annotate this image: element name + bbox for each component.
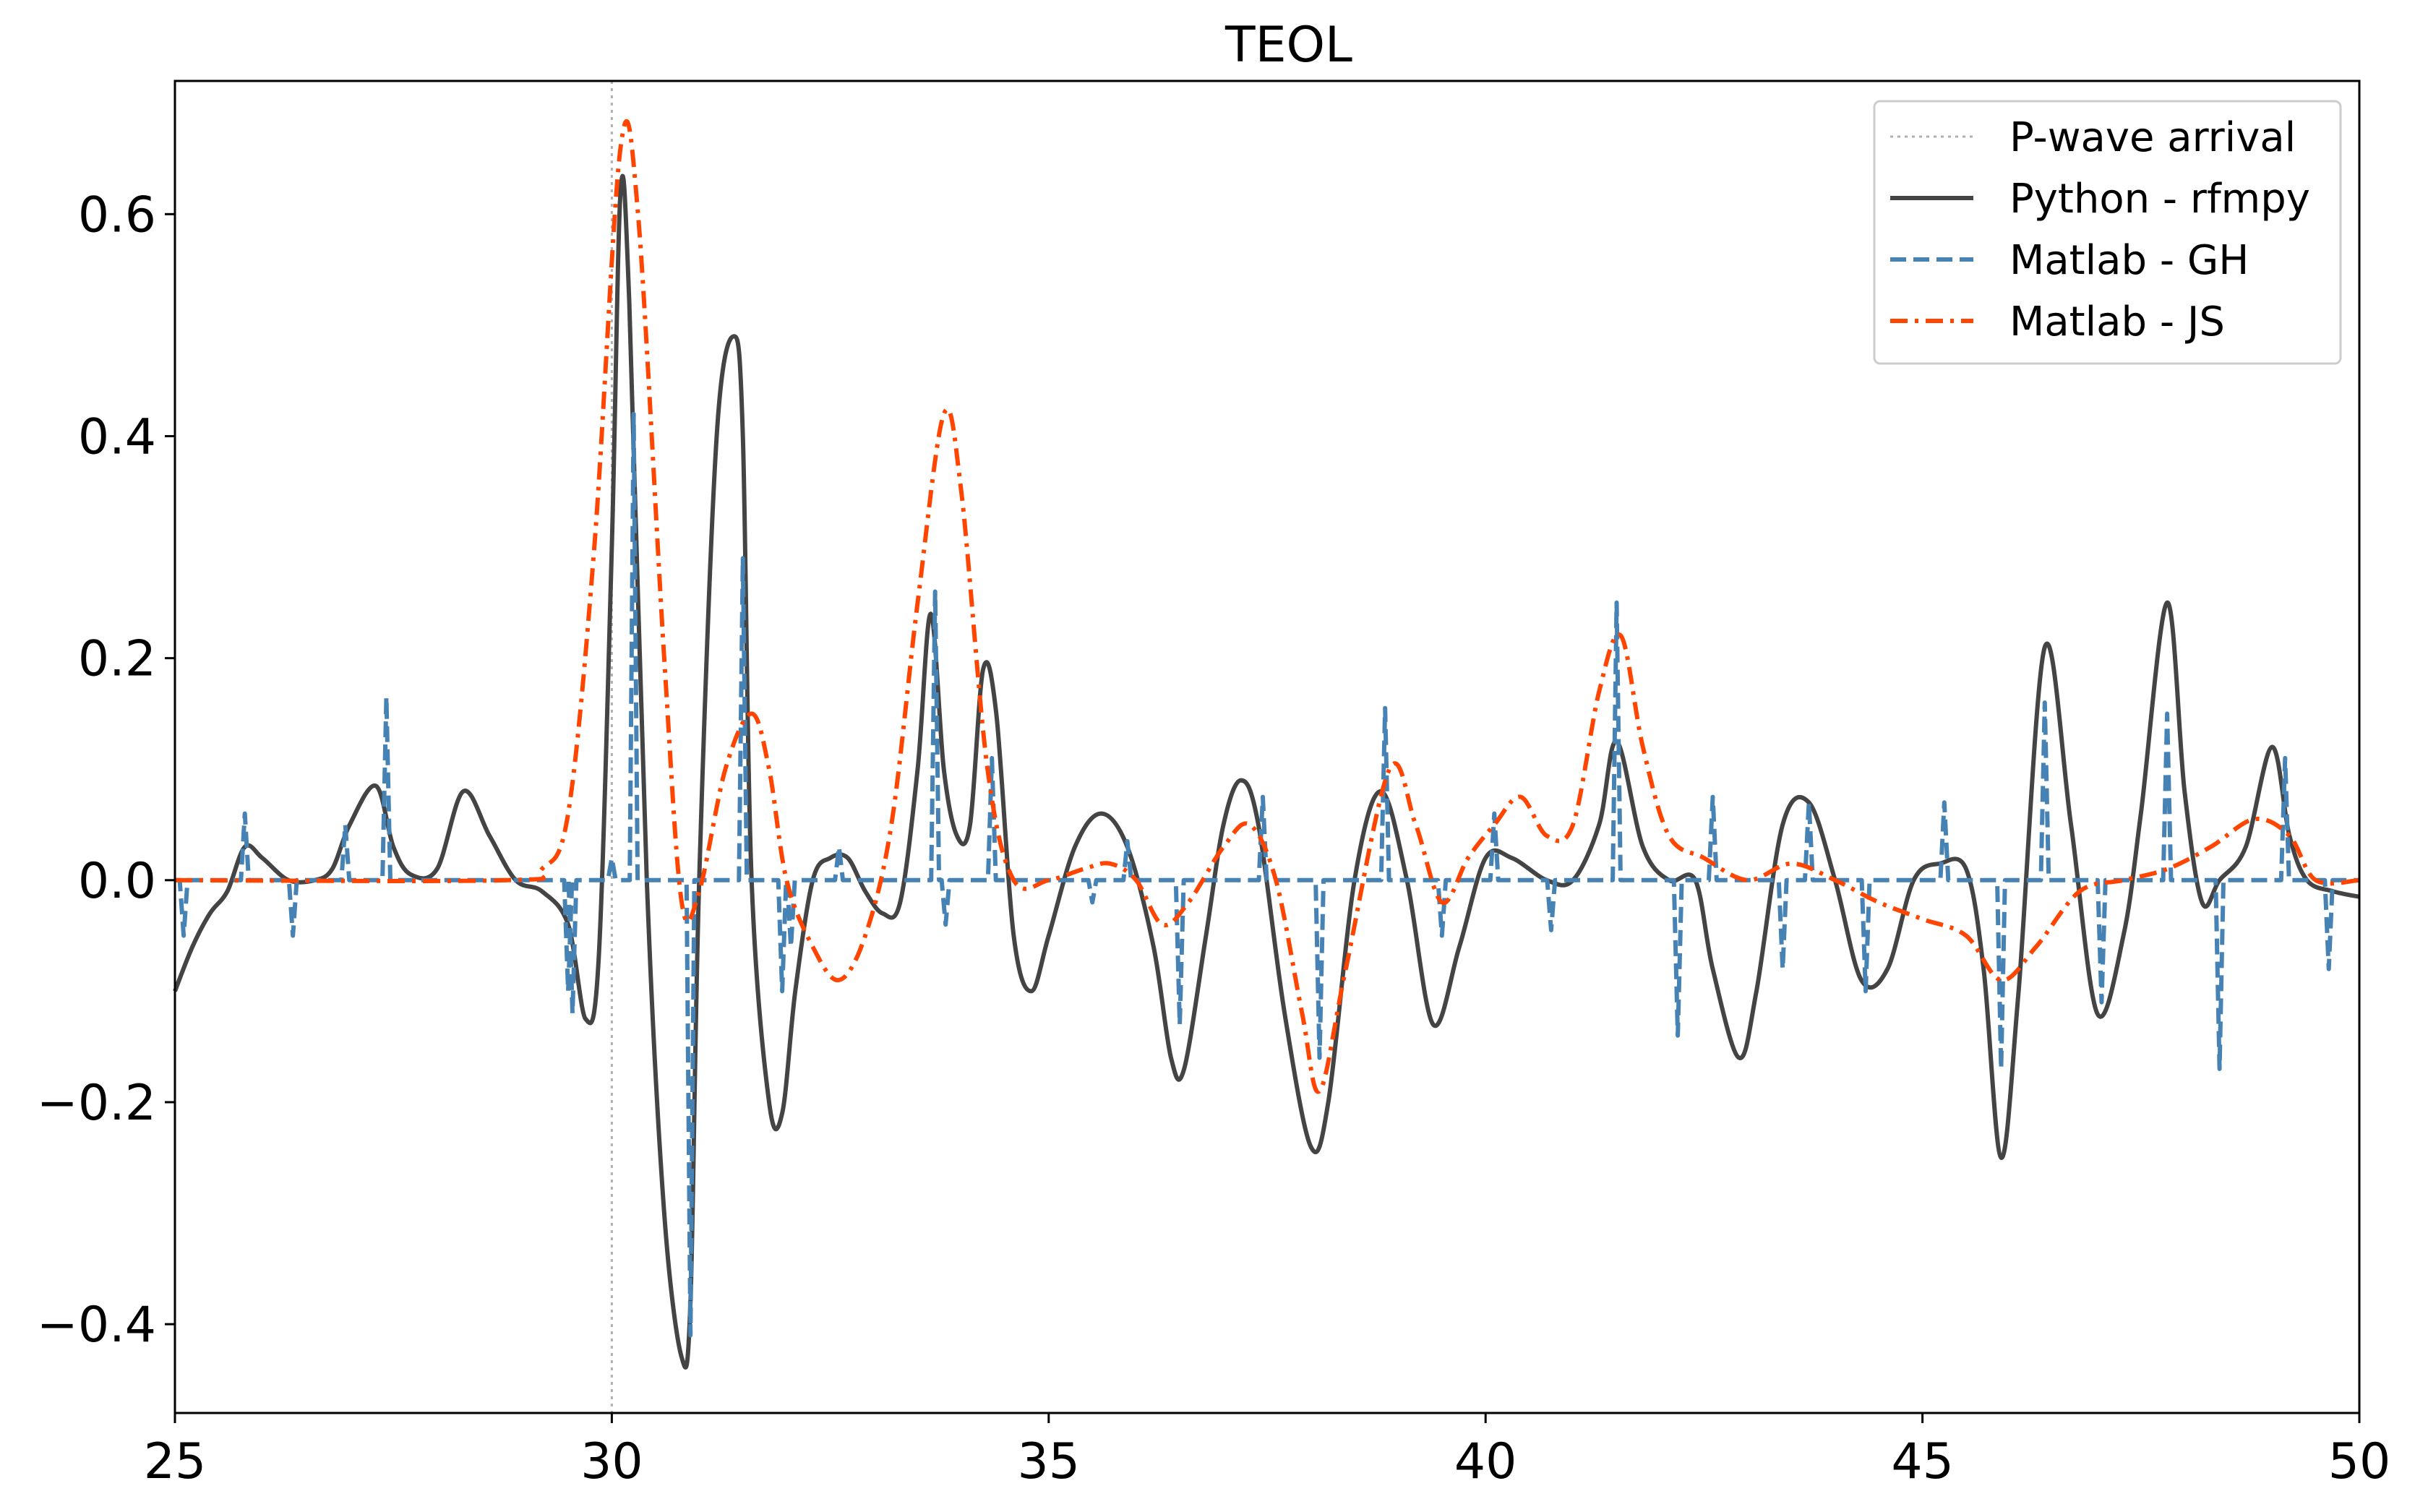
x-axis: 25 30 35 40 45 50 (144, 1413, 2391, 1490)
y-tick-label: 0.4 (78, 408, 156, 465)
x-tick-label: 35 (1018, 1433, 1081, 1490)
series-line-matlab-gh (175, 411, 2359, 1338)
x-tick-label: 40 (1454, 1433, 1517, 1490)
x-tick-label: 50 (2328, 1433, 2391, 1490)
y-tick-label: −0.2 (37, 1075, 156, 1132)
y-tick-label: −0.4 (37, 1297, 156, 1354)
chart-title: TEOL (1224, 17, 1352, 74)
x-tick-label: 30 (580, 1433, 643, 1490)
legend-label: Matlab - JS (2009, 298, 2225, 345)
x-tick-label: 25 (144, 1433, 207, 1490)
legend: P-wave arrival Python - rfmpy Matlab - GH M… (1873, 100, 2342, 365)
legend-box (1873, 100, 2342, 365)
y-tick-label: 0.2 (78, 631, 156, 688)
axes-frame (173, 80, 2361, 1414)
y-tick-label: 0.6 (78, 186, 156, 244)
y-axis: −0.4 −0.2 0.0 0.2 0.4 0.6 (37, 186, 175, 1354)
y-tick-label: 0.0 (78, 853, 156, 910)
legend-label: Python - rfmpy (2009, 176, 2310, 223)
legend-label: P-wave arrival (2009, 114, 2296, 161)
series-line-python-rfmpy (173, 173, 2360, 1370)
plot-area (173, 81, 2360, 1413)
series-line-matlab-js (174, 119, 2360, 1094)
legend-label: Matlab - GH (2009, 237, 2249, 284)
x-tick-label: 45 (1891, 1433, 1954, 1490)
